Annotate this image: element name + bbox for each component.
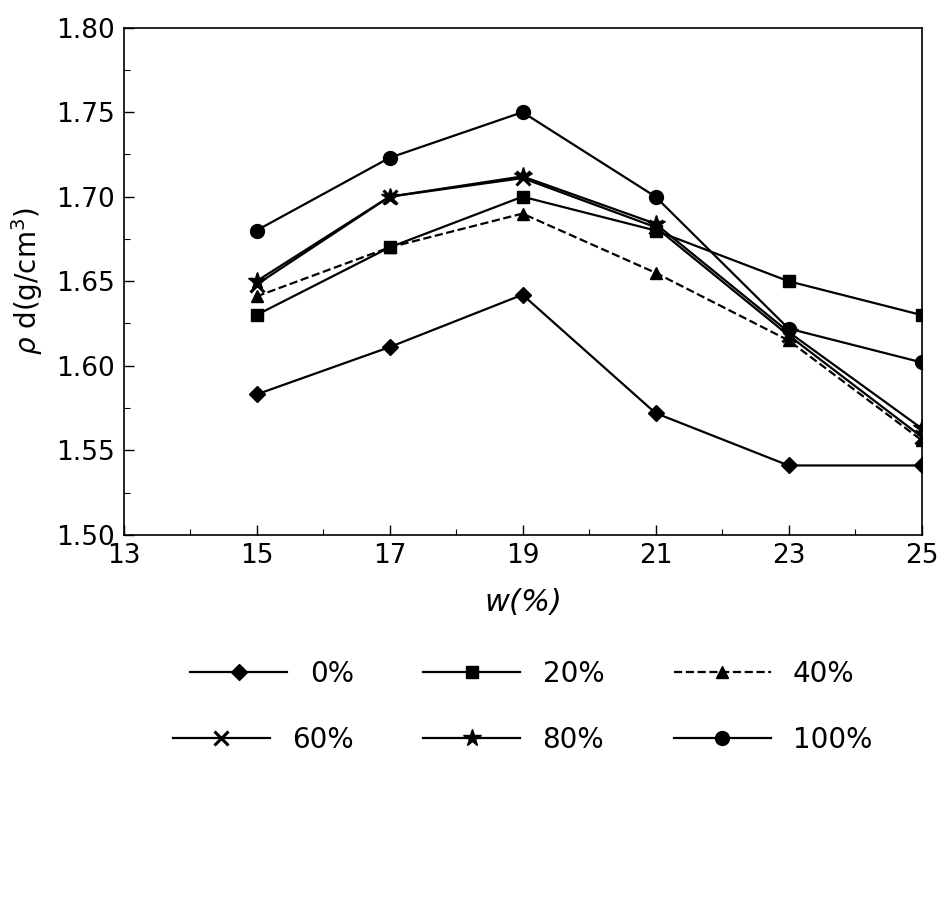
X-axis label: $w$(%): $w$(%) [484,585,560,617]
Legend: 60%, 80%, 100%: 60%, 80%, 100% [173,727,872,754]
Y-axis label: $\rho$ d(g/cm$^3$): $\rho$ d(g/cm$^3$) [10,207,46,355]
